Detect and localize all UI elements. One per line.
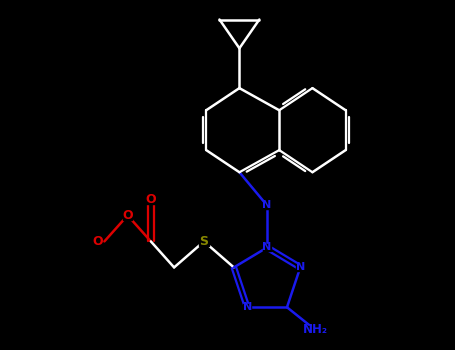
Text: N: N bbox=[263, 201, 272, 210]
Text: NH₂: NH₂ bbox=[303, 323, 328, 336]
Bar bbox=[147, 196, 155, 204]
Bar bbox=[263, 202, 271, 209]
Bar bbox=[243, 304, 251, 311]
Text: N: N bbox=[296, 262, 305, 272]
Bar bbox=[263, 244, 271, 251]
Text: O: O bbox=[92, 235, 103, 248]
Text: N: N bbox=[263, 243, 272, 252]
Text: N: N bbox=[243, 302, 252, 312]
Bar bbox=[199, 237, 209, 246]
Text: S: S bbox=[199, 235, 208, 248]
Bar bbox=[123, 211, 132, 219]
Bar bbox=[306, 326, 323, 333]
Text: O: O bbox=[122, 209, 133, 222]
Bar bbox=[296, 264, 304, 271]
Text: O: O bbox=[146, 194, 156, 206]
